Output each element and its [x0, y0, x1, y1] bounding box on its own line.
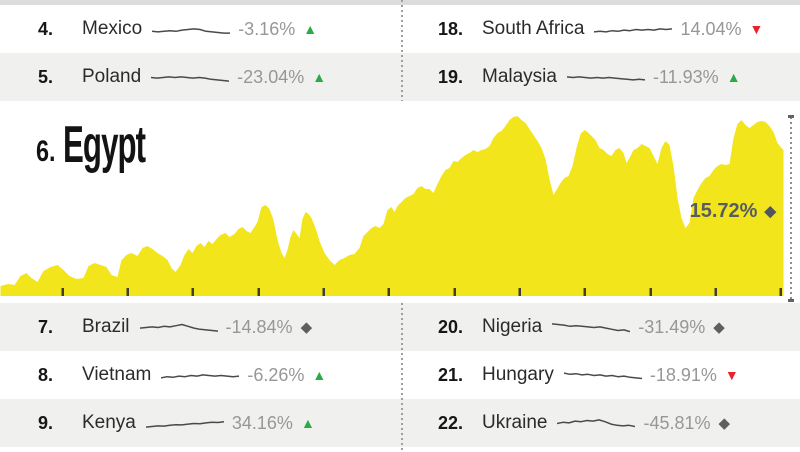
ranking-row-ukraine: 22. Ukraine -45.81% ◆: [400, 399, 800, 447]
featured-rank: 6.: [36, 134, 56, 168]
country-name: Hungary: [482, 364, 554, 385]
chart-continuation-dots: [788, 115, 794, 302]
featured-change-value: 15.72%: [689, 200, 758, 222]
country-name: Kenya: [82, 412, 136, 433]
diamond-icon: ◆: [713, 318, 725, 336]
ranking-band: 8. Vietnam -6.26% ▲ 21. Hungary -18.91% ▼: [0, 351, 800, 399]
ranking-row-hungary: 21. Hungary -18.91% ▼: [400, 351, 800, 399]
change-value: -18.91%: [649, 364, 717, 385]
sparkline-chart: [151, 69, 230, 85]
country-name: Poland: [82, 66, 142, 87]
change-value: 34.16%: [231, 412, 293, 433]
ranking-band: 9. Kenya 34.16% ▲ 22. Ukraine -45.81% ◆: [0, 399, 800, 447]
rank-number: 19.: [438, 66, 464, 87]
x-axis-tick: [649, 288, 652, 296]
country-name: Brazil: [82, 316, 130, 337]
up-triangle-icon: ▲: [726, 69, 741, 85]
rank-number: 22.: [438, 412, 464, 433]
ranking-band: 7. Brazil -14.84% ◆ 20. Nigeria -31.49% ◆: [0, 303, 800, 351]
rank-number: 21.: [438, 364, 464, 385]
country-name: Vietnam: [82, 364, 152, 385]
x-axis-tick: [191, 288, 194, 296]
sparkline-chart: [563, 367, 642, 383]
diamond-icon: ◆: [300, 318, 313, 336]
country-name: Mexico: [82, 18, 143, 39]
sparkline-chart: [161, 367, 240, 383]
sparkline-chart: [145, 415, 224, 431]
x-axis-tick: [387, 288, 390, 296]
top-ranking-section: 4. Mexico -3.16% ▲ 18. South Africa 14.04% ▼ 5…: [0, 5, 800, 101]
x-axis-tick: [61, 288, 64, 296]
up-triangle-icon: ▲: [312, 367, 327, 383]
egypt-area-chart: [0, 116, 784, 296]
up-triangle-icon: ▲: [312, 69, 327, 85]
change-value: -3.16%: [238, 18, 296, 39]
rank-number: 5.: [38, 66, 54, 87]
ranking-row-brazil: 7. Brazil -14.84% ◆: [0, 303, 400, 351]
rank-number: 4.: [38, 18, 54, 39]
country-name: South Africa: [482, 18, 585, 39]
x-axis-tick: [126, 288, 129, 296]
bottom-ranking-section: 7. Brazil -14.84% ◆ 20. Nigeria -31.49% ◆ 8. Vi…: [0, 303, 800, 447]
rank-number: 9.: [38, 412, 54, 433]
ranking-band: 5. Poland -23.04% ▲ 19. Malaysia -11.93% ▲: [0, 53, 800, 101]
down-triangle-icon: ▼: [749, 21, 764, 37]
x-axis-tick: [779, 288, 782, 296]
x-axis-tick: [322, 288, 325, 296]
ranking-row-poland: 5. Poland -23.04% ▲: [0, 53, 400, 101]
country-name: Ukraine: [482, 412, 548, 433]
ranking-row-mexico: 4. Mexico -3.16% ▲: [0, 5, 400, 53]
sparkline-chart: [594, 21, 673, 37]
top-edge-strip: [0, 0, 800, 5]
x-axis-tick: [257, 288, 260, 296]
down-triangle-icon: ▼: [724, 367, 739, 383]
column-divider-dotted: [401, 303, 403, 452]
featured-country-name: Egypt: [63, 116, 146, 174]
x-axis-tick: [453, 288, 456, 296]
x-axis-tick: [518, 288, 521, 296]
featured-country-label: 6. Egypt: [36, 116, 200, 174]
x-axis-tick: [583, 288, 586, 296]
featured-change-label: 15.72% ◆: [690, 200, 776, 223]
rank-number: 20.: [438, 316, 464, 337]
ranking-row-malaysia: 19. Malaysia -11.93% ▲: [400, 53, 800, 101]
sparkline-chart: [557, 415, 636, 431]
change-value: -14.84%: [225, 316, 293, 337]
column-divider-dotted: [401, 0, 403, 101]
change-value: -23.04%: [237, 66, 305, 87]
country-name: Malaysia: [482, 66, 557, 87]
change-value: -11.93%: [652, 66, 719, 87]
country-name: Nigeria: [482, 316, 543, 337]
sparkline-chart: [566, 69, 645, 85]
featured-chart-section: 6. Egypt 15.72% ◆: [0, 101, 800, 303]
rank-number: 18.: [438, 18, 464, 39]
sparkline-chart: [152, 21, 231, 37]
ranking-row-vietnam: 8. Vietnam -6.26% ▲: [0, 351, 400, 399]
ranking-row-kenya: 9. Kenya 34.16% ▲: [0, 399, 400, 447]
x-axis-tick: [714, 288, 717, 296]
change-value: -6.26%: [247, 364, 305, 385]
up-triangle-icon: ▲: [300, 415, 315, 431]
change-value: -45.81%: [643, 412, 711, 433]
ranking-row-nigeria: 20. Nigeria -31.49% ◆: [400, 303, 800, 351]
ranking-row-south-africa: 18. South Africa 14.04% ▼: [400, 5, 800, 53]
diamond-icon: ◆: [718, 414, 731, 432]
sparkline-chart: [552, 319, 631, 335]
up-triangle-icon: ▲: [303, 21, 318, 37]
diamond-icon: ◆: [764, 203, 776, 220]
rank-number: 8.: [38, 364, 54, 385]
ranking-band: 4. Mexico -3.16% ▲ 18. South Africa 14.04% ▼: [0, 5, 800, 53]
change-value: -31.49%: [638, 316, 706, 337]
change-value: 14.04%: [680, 18, 742, 39]
rank-number: 7.: [38, 316, 54, 337]
sparkline-chart: [139, 319, 218, 335]
